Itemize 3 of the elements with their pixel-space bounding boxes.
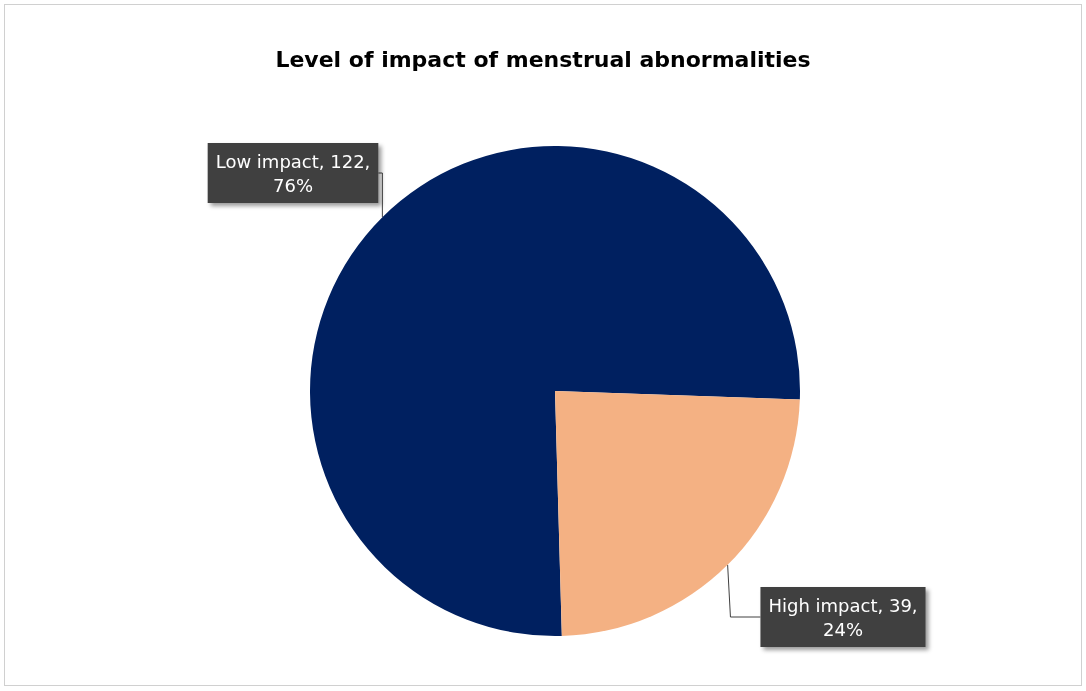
slice-label: High impact, 39, 24% [768, 594, 918, 640]
slice-label: Low impact, 122, 76% [215, 150, 371, 196]
chart-title: Level of impact of menstrual abnormalities [275, 46, 811, 72]
